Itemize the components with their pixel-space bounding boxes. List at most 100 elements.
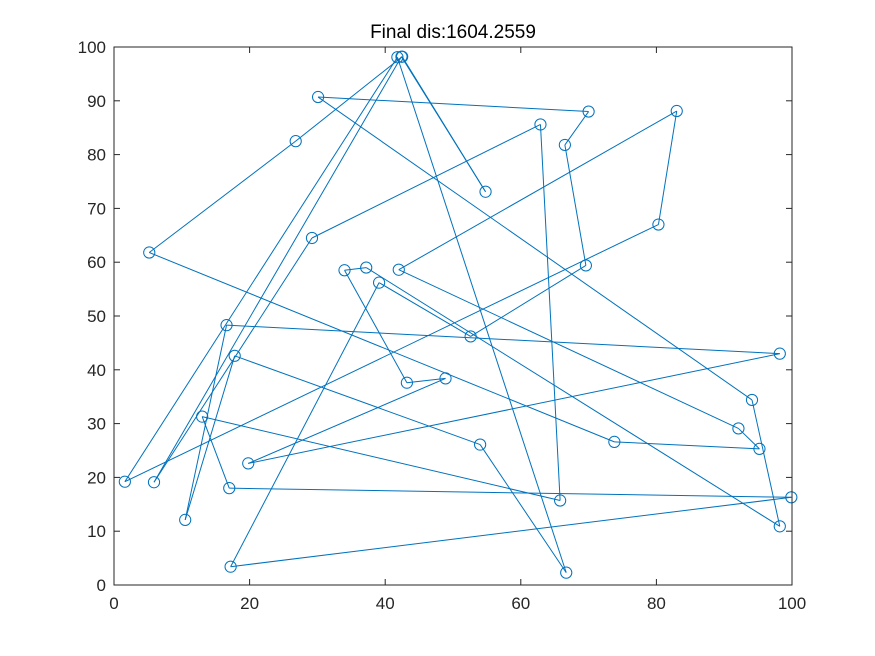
city-marker bbox=[223, 482, 236, 495]
city-marker bbox=[753, 442, 766, 455]
city-marker bbox=[745, 393, 759, 407]
city-markers bbox=[118, 50, 798, 579]
tour-segment bbox=[248, 377, 446, 464]
tour-segment bbox=[398, 110, 677, 271]
y-tick-label: 50 bbox=[87, 307, 106, 326]
city-marker bbox=[305, 231, 319, 245]
y-tick-label: 90 bbox=[87, 92, 106, 111]
tour-segment bbox=[344, 270, 408, 383]
city-marker bbox=[372, 276, 386, 289]
tour-segment bbox=[124, 224, 659, 483]
tour-segment bbox=[406, 377, 446, 384]
y-tick-label: 40 bbox=[87, 361, 106, 380]
tour-segment bbox=[295, 56, 403, 142]
y-tick-label: 60 bbox=[87, 253, 106, 272]
city-marker bbox=[143, 246, 156, 259]
city-marker bbox=[773, 520, 786, 533]
tour-segment bbox=[311, 124, 541, 239]
tour-segment bbox=[201, 416, 230, 489]
tour-segment bbox=[378, 282, 471, 337]
city-marker bbox=[534, 118, 547, 131]
x-tick-label: 100 bbox=[778, 594, 806, 613]
tour-segment bbox=[614, 441, 760, 450]
city-marker bbox=[732, 422, 745, 435]
tour-segment bbox=[149, 252, 615, 443]
city-marker bbox=[289, 135, 302, 148]
city-marker bbox=[224, 560, 237, 573]
tour-segment bbox=[398, 269, 739, 429]
y-tick-label: 0 bbox=[97, 576, 106, 595]
tour-segment bbox=[124, 56, 398, 482]
y-tick-label: 30 bbox=[87, 415, 106, 434]
tour-segment bbox=[148, 140, 297, 253]
city-marker bbox=[242, 457, 255, 470]
city-marker bbox=[579, 259, 592, 272]
city-marker bbox=[392, 263, 405, 276]
tour-segment bbox=[226, 324, 780, 355]
plot-area bbox=[114, 47, 792, 585]
tour-segment bbox=[317, 96, 753, 401]
plot-axes: 0 20 40 60 80 100 0 10 20 30 40 50 60 70 80 90 100 bbox=[78, 38, 807, 613]
y-tick-label: 70 bbox=[87, 199, 106, 218]
city-marker bbox=[479, 185, 492, 198]
tour-segment bbox=[396, 57, 567, 573]
x-tick-label: 60 bbox=[511, 594, 530, 613]
city-marker bbox=[560, 566, 573, 579]
city-marker bbox=[785, 491, 798, 504]
tour-segment bbox=[564, 111, 590, 146]
y-tick-label: 20 bbox=[87, 468, 106, 487]
tour-segment bbox=[153, 56, 402, 483]
tour-segment bbox=[230, 496, 792, 568]
y-tick-label: 10 bbox=[87, 522, 106, 541]
tour-segment bbox=[738, 428, 760, 450]
city-marker bbox=[311, 90, 325, 104]
city-marker bbox=[439, 372, 452, 385]
x-tick-label: 80 bbox=[647, 594, 666, 613]
city-marker bbox=[652, 218, 665, 231]
x-tick-label: 40 bbox=[376, 594, 395, 613]
tour-segment bbox=[751, 399, 781, 527]
tour-segment bbox=[248, 353, 780, 464]
x-axis: 0 20 40 60 80 100 bbox=[109, 47, 806, 613]
city-marker bbox=[220, 319, 233, 332]
tour-segment bbox=[318, 96, 589, 113]
y-tick-label: 80 bbox=[87, 146, 106, 165]
x-tick-label: 0 bbox=[109, 594, 118, 613]
city-marker bbox=[554, 494, 567, 507]
tour-segment bbox=[657, 110, 678, 225]
tour-path bbox=[124, 56, 792, 573]
y-tick-label: 100 bbox=[78, 38, 106, 57]
tour-segment bbox=[230, 282, 380, 567]
tour-segment bbox=[184, 325, 228, 521]
city-marker bbox=[582, 105, 595, 118]
tour-segment bbox=[153, 237, 313, 483]
city-marker bbox=[338, 264, 351, 277]
tour-segment bbox=[470, 265, 587, 337]
city-marker bbox=[196, 410, 209, 423]
tour-segment bbox=[479, 444, 567, 573]
city-marker bbox=[608, 435, 621, 448]
tour-segment bbox=[564, 144, 587, 266]
city-marker bbox=[773, 347, 786, 360]
city-marker bbox=[118, 475, 131, 488]
city-marker bbox=[228, 349, 241, 362]
city-marker bbox=[179, 513, 192, 527]
chart-title: Final dis:1604.2559 bbox=[370, 22, 536, 43]
tour-segment bbox=[401, 56, 486, 192]
tour-segment bbox=[539, 124, 561, 501]
city-marker bbox=[400, 376, 413, 389]
tour-segment bbox=[365, 267, 781, 527]
city-marker bbox=[396, 50, 409, 63]
city-marker bbox=[474, 438, 487, 451]
tour-segment bbox=[202, 416, 561, 502]
city-marker bbox=[360, 261, 373, 274]
tour-segment bbox=[229, 487, 792, 498]
city-marker bbox=[464, 330, 477, 343]
city-marker bbox=[147, 476, 161, 489]
x-tick-label: 20 bbox=[240, 594, 259, 613]
tour-segment bbox=[234, 355, 481, 446]
city-marker bbox=[670, 104, 683, 118]
city-marker bbox=[391, 51, 404, 64]
y-axis: 0 10 20 30 40 50 60 70 80 90 100 bbox=[78, 38, 792, 595]
